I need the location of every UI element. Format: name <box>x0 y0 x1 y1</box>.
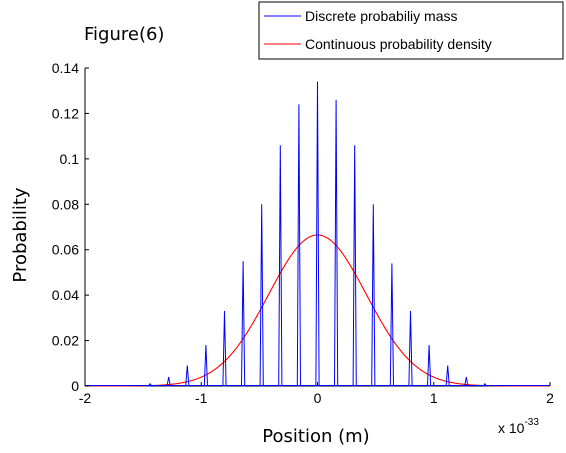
x-multiplier: x 10-33 <box>498 417 539 436</box>
mass-stem <box>315 81 320 387</box>
y-axis-label: Probability <box>10 187 31 282</box>
mass-series <box>85 81 550 387</box>
mass-stem <box>203 345 209 387</box>
mass-stem <box>278 145 283 387</box>
density-curve <box>85 234 550 387</box>
mass-stem <box>296 104 302 387</box>
mass-stem <box>222 311 227 387</box>
x-tick-label: 1 <box>430 390 438 406</box>
mass-stem <box>166 376 171 387</box>
y-tick-label: 0.1 <box>60 151 80 167</box>
mass-stem <box>240 261 246 387</box>
x-multiplier-base: x 10 <box>498 420 525 436</box>
mass-stem <box>389 263 395 387</box>
mass-stem <box>333 99 339 387</box>
x-ticks: -2 -1 0 1 2 <box>79 382 554 406</box>
mass-stem <box>426 345 432 387</box>
mass-stem <box>445 365 450 387</box>
y-tick-label: 0.06 <box>52 242 79 258</box>
y-tick-label: 0.04 <box>52 287 79 303</box>
legend: Discrete probabiliy mass Continuous prob… <box>258 1 564 60</box>
y-tick-label: 0.12 <box>52 105 79 121</box>
mass-stem <box>482 382 488 387</box>
y-tick-label: 0 <box>71 378 79 394</box>
mass-stem <box>371 204 376 387</box>
x-tick-label: -2 <box>79 390 92 406</box>
legend-entry-mass: Discrete probabiliy mass <box>305 8 458 24</box>
figure-label: Figure(6) <box>84 24 164 45</box>
x-tick-label: 0 <box>314 390 322 406</box>
mass-stem <box>185 365 190 387</box>
legend-entry-density: Continuous probability density <box>305 36 492 52</box>
y-tick-label: 0.14 <box>52 60 79 76</box>
y-ticks: 0 0.02 0.04 0.06 0.08 0.1 0.12 0.14 <box>52 60 89 394</box>
mass-stem <box>408 311 413 387</box>
x-tick-label: 2 <box>546 390 554 406</box>
y-tick-label: 0.02 <box>52 333 79 349</box>
mass-stem <box>259 204 264 387</box>
mass-stem <box>147 382 153 387</box>
mass-stem <box>352 145 357 387</box>
x-tick-label: -1 <box>195 390 208 406</box>
density-series <box>85 234 550 387</box>
y-tick-label: 0.08 <box>52 196 79 212</box>
legend-box <box>258 1 564 60</box>
mass-stem <box>464 376 469 387</box>
x-axis-label: Position (m) <box>262 426 369 447</box>
x-multiplier-exponent: -33 <box>524 417 539 428</box>
